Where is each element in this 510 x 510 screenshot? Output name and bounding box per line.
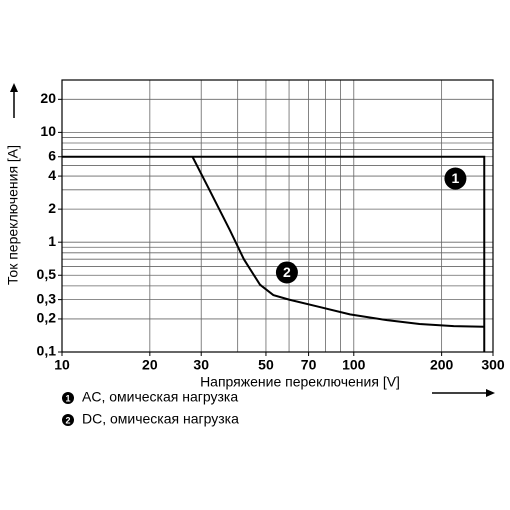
- y-tick-label: 0,5: [37, 266, 57, 282]
- legend-badge: [62, 392, 74, 404]
- legend-label: DC, омическая нагрузка: [82, 411, 239, 427]
- y-axis-label: Ток переключения [A]: [5, 145, 21, 285]
- y-tick-label: 0,3: [37, 290, 57, 306]
- y-tick-label: 4: [48, 167, 56, 183]
- x-tick-label: 30: [193, 357, 209, 373]
- line-series: [191, 156, 485, 328]
- x-tick-label: 10: [54, 357, 70, 373]
- x-arrow-head: [486, 389, 495, 397]
- x-tick-label: 100: [342, 357, 366, 373]
- y-tick-label: 6: [48, 147, 56, 163]
- annotation-badge: [444, 167, 467, 190]
- y-tick-label: 20: [40, 90, 56, 106]
- x-tick-label: 300: [481, 357, 505, 373]
- y-arrow-head: [10, 83, 18, 92]
- legend-badge: [62, 414, 74, 426]
- y-tick-label: 2: [48, 200, 56, 216]
- y-tick-label: 1: [48, 233, 56, 249]
- x-tick-label: 20: [142, 357, 158, 373]
- plot-frame: [61, 79, 494, 353]
- y-tick-label: 0,1: [37, 343, 57, 359]
- annotation-badge: [275, 261, 298, 284]
- x-tick-label: 200: [430, 357, 454, 373]
- y-tick-label: 10: [40, 123, 56, 139]
- y-tick-label: 0,2: [37, 310, 57, 326]
- x-tick-label: 50: [258, 357, 274, 373]
- x-axis-label: Напряжение переключения [V]: [200, 374, 400, 390]
- annotation-label: 2: [283, 264, 291, 280]
- annotation-label: 1: [452, 170, 460, 186]
- x-tick-label: 70: [301, 357, 317, 373]
- legend-label: AC, омическая нагрузка: [82, 389, 238, 405]
- line-series: [62, 155, 486, 352]
- legend-badge-label: 2: [65, 415, 70, 425]
- legend-badge-label: 1: [65, 393, 70, 403]
